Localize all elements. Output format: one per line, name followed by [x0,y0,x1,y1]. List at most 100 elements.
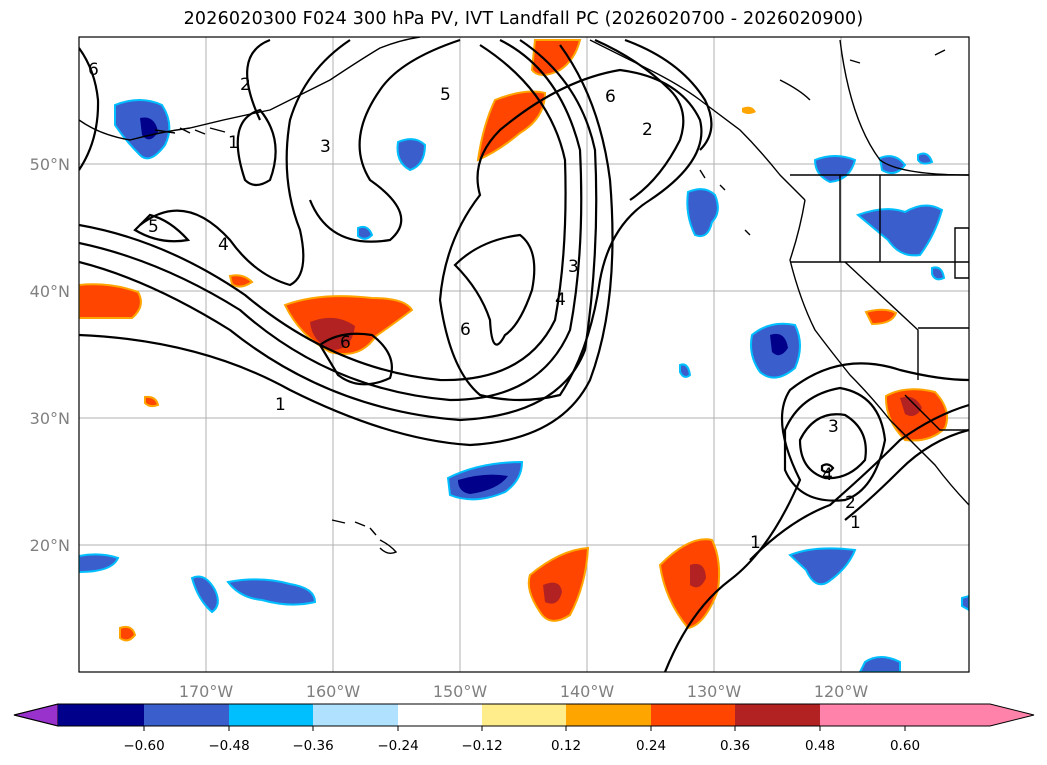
contour-label: 1 [228,133,239,153]
pv-contour [133,213,191,243]
contour-label: 1 [750,533,761,553]
contour-label: 1 [850,513,861,533]
colorbar-segment [735,704,820,726]
negative-anomaly-patch [917,152,934,165]
negative-anomaly-patch [686,188,719,238]
pv-contour [798,413,867,480]
colorbar-outline [13,703,1035,727]
contour-label: 3 [828,417,839,437]
longitude-tick-labels: 170°W 160°W 150°W 140°W 130°W 120°W [179,682,869,701]
colorbar-tick-label: 0.48 [805,738,835,754]
negative-anomaly-patch [878,155,907,175]
negative-anomaly-core [458,474,508,494]
lat-tick-label: 20°N [30,536,70,555]
pv-contour [594,38,685,201]
contour-label: 2 [642,120,653,140]
coastline [79,37,421,141]
contour-label: 1 [275,395,286,415]
negative-anomaly-patch [190,575,219,614]
colorbar-ticks [143,726,906,731]
lon-tick-label: 150°W [433,682,488,701]
positive-anomaly-patch [476,90,547,162]
aleutian-islands [154,127,226,135]
colorbar-tick-label: 0.24 [636,738,666,754]
lon-tick-label: 140°W [560,682,615,701]
state-border [954,227,969,279]
pv-contour [308,38,461,243]
pv-contours [79,38,969,672]
colorbar-extend-max [905,704,1034,726]
pv-contour [749,403,969,561]
negative-anomaly-core [770,333,788,356]
negative-anomaly-patch [856,204,944,257]
colorbar-segment [398,704,482,726]
pv-contour-labels: 1 2 3 4 5 6 6 5 4 3 2 1 6 6 1 1 2 3 4 [88,60,861,553]
colorbar-tick-label: −0.36 [292,738,333,754]
colorbar-tick-label: 0.60 [890,738,920,754]
colorbar-segment [58,704,144,726]
positive-anomaly-patch [79,283,142,319]
negative-anomaly-patch [396,138,427,172]
negative-anomaly-patch [858,656,901,672]
coastline [589,39,806,201]
negative-anomaly-patch [813,155,857,184]
us-mexico-border [904,394,969,431]
colorbar-segment [820,704,905,726]
colorbar-extend-min [13,703,59,727]
colorbar-segment [651,704,735,726]
negative-anomaly-patch [679,363,692,378]
hawaii-islands [331,519,398,555]
coastlines [79,37,969,555]
colorbar-segment [313,704,398,726]
contour-label: 5 [148,217,159,237]
contour-label: 4 [555,290,566,310]
contour-label: 4 [218,235,229,255]
negative-anomaly-patch [961,594,969,612]
pv-contour [820,463,835,474]
contour-label: 2 [240,75,251,95]
pv-contour [236,108,277,187]
contour-label: 5 [440,85,451,105]
lon-tick-label: 170°W [179,682,234,701]
map-frame [78,36,970,673]
state-border [844,261,919,380]
colorbar-tick-label: 0.36 [720,738,750,754]
positive-anomaly-patch [530,39,582,76]
positive-anomaly-patch [742,106,756,114]
pv-contour [318,332,393,386]
chart-title: 2026020300 F024 300 hPa PV, IVT Landfall… [183,9,864,29]
colorbar-tick-label: 0.12 [551,738,581,754]
colorbar-segment [566,704,651,726]
contour-label: 3 [320,137,331,157]
lat-tick-label: 40°N [30,282,70,301]
negative-anomaly-patch [788,547,857,586]
positive-anomaly-core [690,563,706,588]
colorbar-tick-label: −0.48 [208,738,249,754]
small-islands [699,169,751,236]
small-islands [779,49,946,101]
negative-anomaly-patch [357,225,374,240]
province-border [839,39,969,176]
pv-contour [624,38,713,151]
positive-anomaly-patch [884,388,948,442]
lat-tick-label: 30°N [30,409,70,428]
positive-anomaly-core [543,582,562,604]
latitude-tick-labels: 50°N 40°N 30°N 20°N [30,155,70,555]
pv-contour [79,44,567,382]
negative-anomaly-patch [931,266,946,281]
colorbar-tick-label: −0.12 [461,738,502,754]
pv-contour [79,44,614,447]
colorbar-segment [229,704,313,726]
colorbar-tick-label: −0.24 [377,738,418,754]
contour-label: 6 [340,333,351,353]
negative-anomaly-patch [226,578,317,606]
coastline [789,199,969,506]
pv-contour [438,68,703,402]
positive-anomaly-patch [658,538,721,630]
colorbar-tick-label: −0.60 [123,738,164,754]
positive-anomaly-patch [119,625,137,642]
positive-anomaly-patch [144,395,160,408]
pv-contour [79,39,598,422]
contour-label: 2 [845,493,856,513]
